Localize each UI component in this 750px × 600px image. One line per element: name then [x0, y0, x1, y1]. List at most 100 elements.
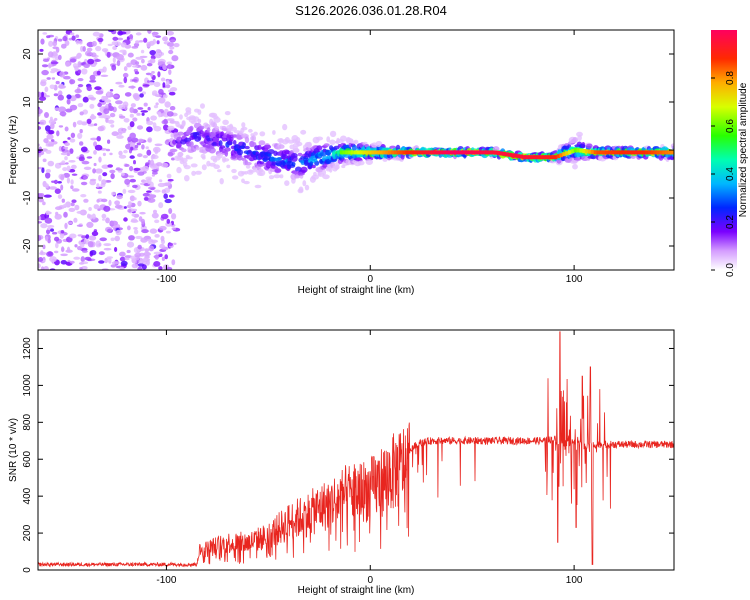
noise-blob	[145, 72, 152, 76]
noise-blob	[89, 178, 97, 182]
noise-blob	[87, 241, 94, 248]
noise-blob	[173, 43, 180, 48]
noise-blob	[68, 37, 73, 41]
signal-blob	[245, 164, 251, 169]
noise-blob	[62, 167, 68, 172]
noise-blob	[152, 171, 158, 175]
noise-blob	[129, 178, 136, 183]
signal-blob	[279, 174, 284, 179]
noise-blob	[46, 35, 51, 39]
noise-blob	[151, 174, 155, 177]
noise-blob	[144, 248, 150, 253]
noise-blob	[123, 76, 128, 84]
noise-blob	[92, 31, 101, 37]
signal-blob	[329, 139, 336, 145]
signal-blob	[221, 125, 227, 131]
snr-x-tick-label: 0	[367, 575, 373, 586]
noise-blob	[50, 228, 54, 232]
signal-blob	[195, 146, 200, 151]
noise-blob	[141, 144, 145, 150]
noise-blob	[129, 155, 135, 159]
noise-blob	[130, 103, 136, 108]
signal-blob	[322, 164, 328, 168]
noise-blob	[171, 259, 176, 266]
noise-blob	[166, 267, 173, 270]
signal-blob	[248, 128, 253, 133]
noise-blob	[73, 217, 78, 223]
noise-blob	[166, 173, 172, 179]
signal-blob	[236, 134, 243, 140]
noise-blob	[63, 211, 68, 218]
track-core	[665, 150, 669, 155]
noise-blob	[124, 178, 131, 185]
noise-blob	[98, 242, 102, 247]
track-core	[373, 150, 378, 155]
signal-blob	[183, 137, 192, 143]
noise-blob	[99, 237, 107, 242]
noise-blob	[71, 173, 78, 176]
signal-blob	[334, 164, 340, 170]
noise-blob	[83, 166, 92, 170]
signal-blob	[272, 130, 276, 135]
noise-blob	[63, 146, 69, 150]
noise-blob	[134, 71, 140, 75]
noise-blob	[77, 234, 83, 237]
noise-blob	[69, 58, 77, 63]
track-core	[371, 150, 375, 155]
noise-blob	[67, 137, 71, 140]
noise-blob	[166, 218, 171, 224]
track-core	[436, 150, 441, 155]
track-core	[510, 153, 515, 158]
signal-blob	[329, 130, 337, 138]
snr-background	[38, 330, 674, 570]
noise-blob	[103, 243, 112, 247]
noise-blob	[103, 108, 110, 115]
noise-blob	[40, 79, 48, 82]
noise-blob	[50, 68, 59, 72]
noise-blob	[126, 241, 135, 248]
noise-blob	[51, 77, 56, 80]
noise-blob	[129, 132, 136, 139]
noise-blob	[61, 160, 66, 163]
signal-blob	[322, 169, 327, 176]
noise-blob	[138, 86, 143, 92]
noise-blob	[77, 69, 82, 74]
signal-blob	[276, 157, 282, 160]
noise-blob	[66, 177, 70, 184]
noise-blob	[147, 80, 150, 83]
signal-blob	[316, 145, 323, 151]
signal-blob	[304, 184, 310, 191]
noise-blob	[141, 229, 149, 234]
track-core	[482, 150, 486, 155]
signal-blob	[201, 164, 207, 171]
noise-blob	[133, 42, 140, 47]
noise-blob	[77, 61, 82, 68]
noise-blob	[135, 56, 143, 60]
noise-blob	[115, 168, 123, 171]
noise-blob	[153, 209, 157, 214]
noise-blob	[117, 127, 126, 134]
snr-y-tick-label: 400	[22, 487, 33, 504]
noise-blob	[118, 154, 127, 159]
noise-blob	[173, 242, 177, 245]
noise-blob	[59, 111, 67, 117]
noise-blob	[92, 168, 96, 174]
signal-blob	[567, 144, 571, 148]
noise-blob	[45, 210, 50, 216]
snr-frame	[37, 329, 675, 571]
noise-blob	[55, 80, 60, 85]
noise-blob	[58, 83, 64, 89]
track-core	[431, 150, 435, 155]
noise-blob	[160, 213, 169, 220]
noise-blob	[153, 189, 161, 193]
noise-blob	[142, 84, 150, 87]
noise-blob	[149, 58, 156, 64]
noise-blob	[163, 118, 168, 125]
noise-blob	[103, 247, 112, 251]
track-core	[356, 150, 361, 155]
noise-blob	[138, 167, 146, 172]
track-core	[479, 150, 484, 155]
track-core	[376, 150, 381, 155]
noise-blob	[54, 179, 58, 185]
colorbar: 0.0 0.2 0.4 0.6 0.8 Normalized spectral ampl…	[711, 30, 749, 277]
